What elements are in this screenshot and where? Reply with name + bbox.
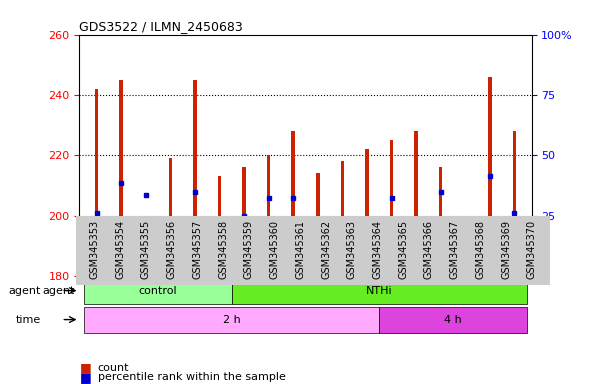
Text: GSM345357: GSM345357 [192, 220, 202, 279]
Text: percentile rank within the sample: percentile rank within the sample [98, 372, 285, 382]
Bar [513, 131, 516, 276]
Bar [95, 89, 98, 276]
Bar [379, 306, 527, 333]
Text: GSM345358: GSM345358 [218, 220, 228, 279]
Text: 2 h: 2 h [223, 314, 241, 324]
Text: GSM345362: GSM345362 [321, 220, 331, 279]
Bar [232, 278, 527, 304]
Text: GSM345367: GSM345367 [450, 220, 459, 279]
Bar [291, 131, 295, 276]
Text: GSM345370: GSM345370 [527, 220, 537, 279]
Bar [84, 278, 232, 304]
Bar [119, 80, 123, 276]
Bar [193, 80, 197, 276]
Text: GDS3522 / ILMN_2450683: GDS3522 / ILMN_2450683 [79, 20, 243, 33]
Bar [439, 167, 442, 276]
Bar [316, 174, 320, 276]
Text: GSM345364: GSM345364 [373, 220, 382, 279]
Text: agent: agent [9, 286, 41, 296]
Bar [414, 131, 418, 276]
Text: agent: agent [43, 286, 75, 296]
Bar [463, 246, 467, 276]
Text: GSM345354: GSM345354 [115, 220, 125, 279]
Text: GSM345369: GSM345369 [501, 220, 511, 279]
Text: NTHi: NTHi [366, 286, 392, 296]
Bar [340, 161, 344, 276]
Text: GSM345366: GSM345366 [424, 220, 434, 279]
Text: time: time [16, 314, 41, 324]
Text: GSM345356: GSM345356 [167, 220, 177, 279]
Text: control: control [139, 286, 177, 296]
Bar [390, 140, 393, 276]
Text: ■: ■ [79, 361, 91, 374]
Text: GSM345359: GSM345359 [244, 220, 254, 279]
Bar [169, 158, 172, 276]
Text: GSM345363: GSM345363 [346, 220, 357, 279]
Text: GSM345365: GSM345365 [398, 220, 408, 279]
Bar [242, 167, 246, 276]
Bar [84, 306, 379, 333]
Bar [488, 77, 492, 276]
Bar [144, 222, 148, 276]
Text: GSM345360: GSM345360 [269, 220, 280, 279]
Bar [267, 156, 271, 276]
Bar [365, 149, 369, 276]
Bar [218, 177, 221, 276]
Text: 4 h: 4 h [444, 314, 462, 324]
Text: count: count [98, 363, 130, 373]
Text: ■: ■ [79, 371, 91, 384]
Text: GSM345361: GSM345361 [295, 220, 306, 279]
Text: GSM345355: GSM345355 [141, 220, 151, 279]
Text: GSM345353: GSM345353 [89, 220, 100, 279]
Text: GSM345368: GSM345368 [475, 220, 485, 279]
